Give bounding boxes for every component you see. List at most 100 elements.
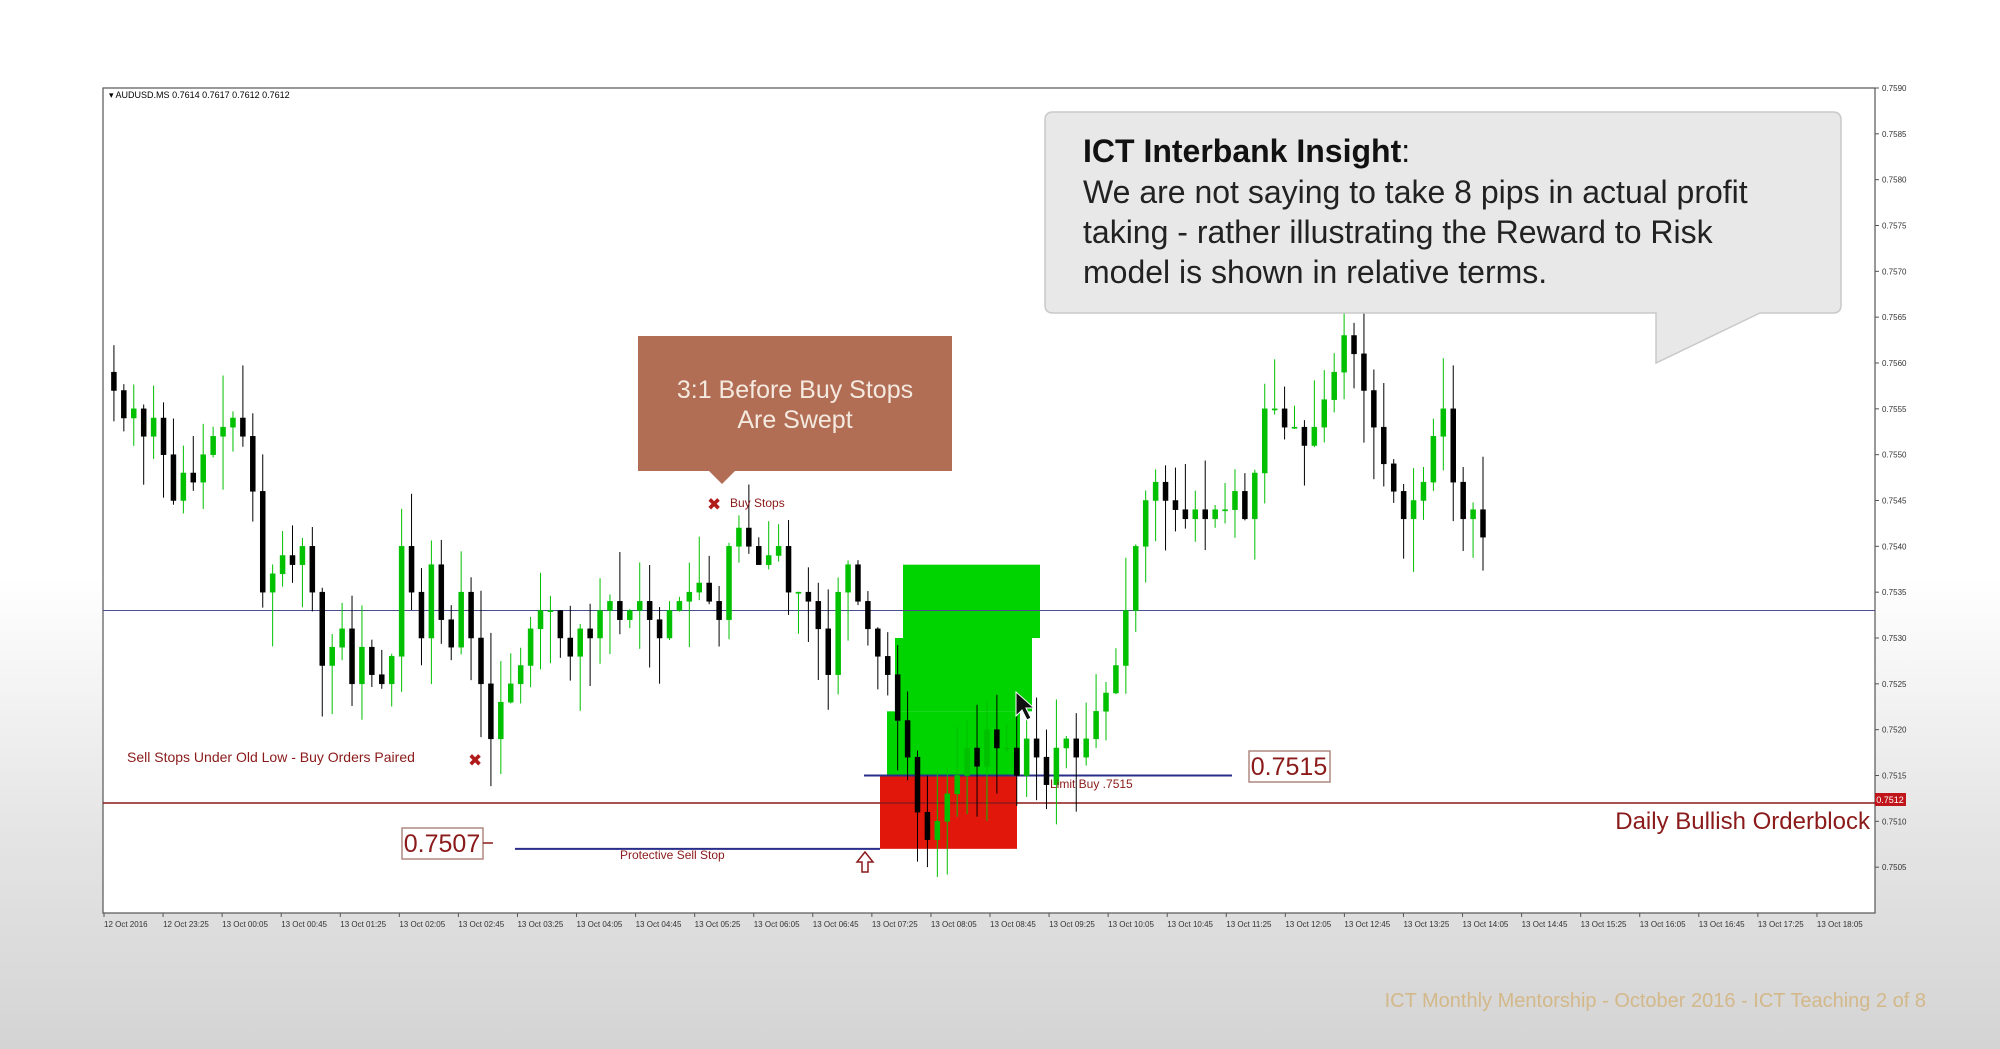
x-tick-label: 13 Oct 16:45 (1699, 920, 1745, 929)
candle-body (329, 646, 335, 666)
candle-body (1063, 738, 1070, 749)
candle-body (756, 546, 762, 565)
insight-line-3: model is shown in relative terms. (1083, 254, 1547, 290)
candle-body (299, 546, 306, 565)
x-tick-label: 13 Oct 08:05 (931, 920, 977, 929)
candle-body (527, 628, 534, 666)
candle-body (875, 628, 881, 657)
candle-body (1033, 738, 1040, 758)
price-box-right: 0.7515 (1248, 750, 1331, 783)
candle-body (934, 821, 941, 840)
x-tick-label: 13 Oct 06:05 (754, 920, 800, 929)
y-tick-label: 0.7525 (1882, 680, 1907, 689)
candle-body (140, 408, 147, 437)
protective-stop-label: Protective Sell Stop (620, 848, 725, 862)
candle-body (904, 720, 911, 758)
candle-body (1182, 509, 1189, 520)
candle-body (1152, 481, 1159, 501)
y-tick-label: 0.7585 (1882, 130, 1907, 139)
candle-body (190, 472, 197, 483)
candle-body (220, 426, 226, 437)
candle-body (845, 564, 851, 593)
candle-body (1400, 491, 1407, 520)
candle-body (865, 601, 871, 630)
y-tick-label: 0.7515 (1882, 772, 1907, 781)
candle-body (696, 582, 703, 593)
candle-body (478, 637, 484, 685)
insight-line-1: We are not saying to take 8 pips in actu… (1083, 174, 1748, 210)
candle-body (498, 701, 504, 740)
candle-body (1470, 509, 1476, 520)
ratio-callout: 3:1 Before Buy Stops Are Swept (638, 336, 952, 484)
candle-body (924, 811, 931, 840)
x-tick-label: 13 Oct 15:25 (1581, 920, 1627, 929)
candle-body (111, 371, 117, 391)
candle-body (369, 646, 375, 675)
insight-callout: ICT Interbank Insight: We are not saying… (1044, 111, 1842, 365)
candle-body (1073, 738, 1079, 758)
candle-body (1212, 509, 1218, 520)
buy-stops-x-icon: ✖ (707, 495, 721, 515)
candle-body (1351, 335, 1357, 355)
candle-body (835, 591, 841, 675)
candle-body (1133, 546, 1139, 611)
candle-body (398, 546, 405, 657)
candle-body (785, 546, 792, 593)
candle-body (1450, 408, 1456, 483)
candle-body (1202, 509, 1208, 520)
candle-body (1083, 738, 1089, 758)
x-tick-label: 13 Oct 16:05 (1640, 920, 1686, 929)
candle-body (160, 417, 167, 455)
candle-body (1460, 481, 1466, 520)
candle-body (636, 601, 643, 611)
candle-body (180, 472, 187, 501)
y-tick-label: 0.7540 (1882, 542, 1907, 551)
candle-body (279, 555, 286, 575)
candle-body (646, 601, 653, 620)
y-tick-label: 0.7560 (1882, 359, 1907, 368)
y-tick-label: 0.7550 (1882, 451, 1907, 460)
candle-body (617, 601, 623, 620)
x-tick-label: 13 Oct 12:05 (1285, 920, 1331, 929)
candle-body (795, 591, 802, 594)
candle-body (200, 454, 206, 483)
candle-body (1004, 747, 1010, 750)
candle-body (1390, 463, 1397, 492)
x-tick-label: 12 Oct 2016 (104, 920, 148, 929)
candle-body (547, 610, 554, 612)
candle-body (1261, 408, 1268, 474)
candle-body (1142, 500, 1149, 547)
candle-body (388, 656, 395, 685)
x-axis: 12 Oct 2016 12 Oct 23:25 13 Oct 00:05 13 Oc… (103, 913, 1863, 929)
x-tick-label: 13 Oct 02:45 (458, 920, 504, 929)
candle-body (250, 436, 256, 492)
x-tick-label: 13 Oct 07:25 (872, 920, 918, 929)
x-tick-label: 12 Oct 23:25 (163, 920, 209, 929)
candle-body (1023, 738, 1030, 776)
candle-body (1371, 390, 1377, 428)
candle-body (765, 555, 772, 565)
candle-body (984, 729, 990, 767)
candle-body (706, 582, 712, 602)
buy-stops-label: Buy Stops (730, 496, 785, 510)
sell-stops-x-icon: ✖ (468, 751, 482, 771)
ratio-line-1: 3:1 Before Buy Stops (677, 376, 913, 404)
y-tick-label: 0.7520 (1882, 726, 1907, 735)
y-tick-label: 0.7565 (1882, 313, 1907, 322)
candle-body (1301, 426, 1308, 446)
candle-body (726, 546, 732, 620)
candle-body (448, 619, 454, 648)
x-tick-label: 13 Oct 02:05 (399, 920, 445, 929)
x-tick-label: 13 Oct 00:45 (281, 920, 327, 929)
candle-body (1053, 747, 1060, 785)
candle-body (964, 747, 970, 776)
candle-body (1381, 426, 1387, 465)
y-tick-label: 0.7555 (1882, 405, 1907, 414)
price-box-left: 0.7507 (401, 827, 493, 860)
y-tick-label: 0.7545 (1882, 497, 1907, 506)
reward-zone (903, 564, 1040, 638)
candle-body (736, 527, 742, 547)
candle-body (1331, 371, 1337, 400)
